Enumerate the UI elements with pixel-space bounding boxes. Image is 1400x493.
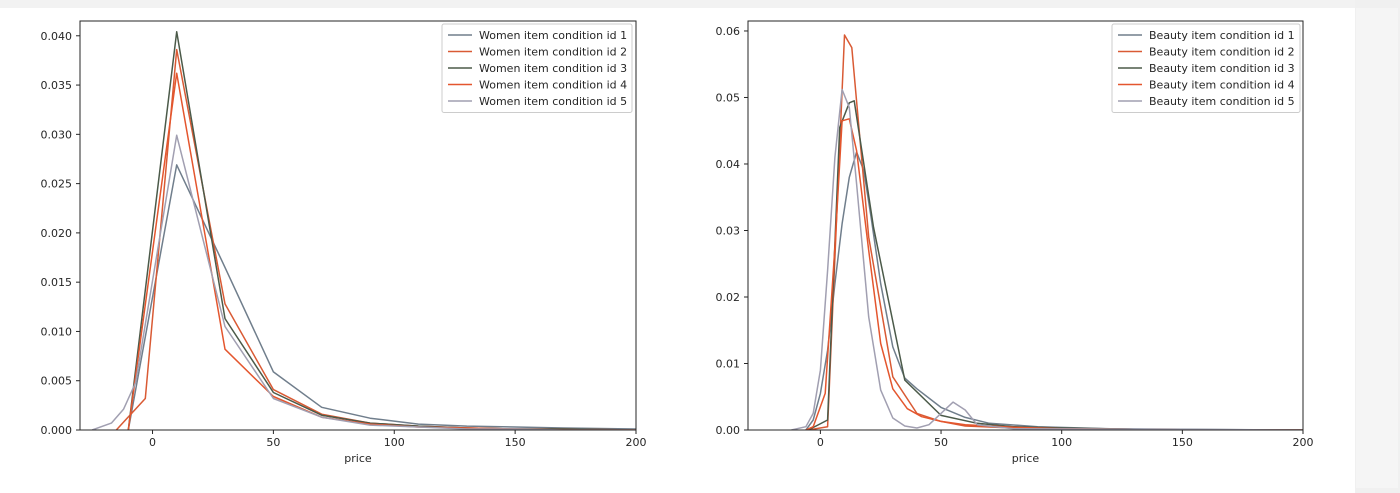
x-tick-label: 100 bbox=[1051, 436, 1072, 449]
women-condition-4-line bbox=[127, 72, 636, 430]
legend-label: Beauty item condition id 4 bbox=[1149, 79, 1295, 92]
x-axis-label: price bbox=[1012, 452, 1040, 465]
women-price-density-chart: 0 50 100 150 200 0.000 0.005 0.010 0.015 0.020 0.0… bbox=[41, 20, 647, 465]
y-tick-label: 0.04 bbox=[716, 158, 741, 171]
y-tick-label: 0.02 bbox=[716, 291, 741, 304]
x-tick-label: 0 bbox=[149, 436, 156, 449]
x-tick-label: 0 bbox=[817, 436, 824, 449]
x-tick-label: 150 bbox=[1172, 436, 1193, 449]
beauty-condition-4-line bbox=[805, 118, 1303, 430]
legend-label: Women item condition id 5 bbox=[479, 95, 627, 108]
y-tick-label: 0.005 bbox=[41, 375, 73, 388]
x-tick-label: 200 bbox=[626, 436, 647, 449]
x-tick-label: 50 bbox=[934, 436, 948, 449]
legend: Women item condition id 1 Women item cond… bbox=[441, 23, 633, 113]
x-axis-label: price bbox=[344, 452, 372, 465]
beauty-price-density-chart: 0 50 100 150 200 0.00 0.01 0.02 0.03 0.04 0.05 0.06… bbox=[716, 20, 1314, 465]
legend-label: Women item condition id 1 bbox=[479, 29, 627, 42]
y-tick-label: 0.03 bbox=[716, 224, 741, 237]
notebook-top-bar bbox=[0, 0, 1355, 8]
x-tick-label: 150 bbox=[505, 436, 526, 449]
x-tick-label: 100 bbox=[384, 436, 405, 449]
axes-frame bbox=[79, 20, 637, 431]
y-tick-label: 0.015 bbox=[41, 276, 73, 289]
women-condition-5-line bbox=[91, 134, 636, 430]
y-tick-label: 0.06 bbox=[716, 25, 741, 38]
y-tick-label: 0.040 bbox=[41, 30, 73, 43]
women-condition-1-line bbox=[127, 164, 636, 430]
legend-label: Women item condition id 3 bbox=[479, 62, 627, 75]
y-tick-label: 0.025 bbox=[41, 178, 73, 191]
legend-label: Beauty item condition id 2 bbox=[1149, 46, 1295, 59]
y-tick-label: 0.05 bbox=[716, 91, 741, 104]
y-tick-label: 0.000 bbox=[41, 424, 73, 437]
legend-label: Beauty item condition id 5 bbox=[1149, 95, 1295, 108]
legend-label: Beauty item condition id 3 bbox=[1149, 62, 1295, 75]
y-tick-label: 0.010 bbox=[41, 325, 73, 338]
y-tick-label: 0.01 bbox=[716, 357, 741, 370]
y-tick-label: 0.020 bbox=[41, 227, 73, 240]
scrollbar-thumb[interactable] bbox=[1356, 8, 1398, 488]
y-tick-label: 0.030 bbox=[41, 128, 73, 141]
beauty-condition-5-line bbox=[791, 88, 1303, 430]
legend-box bbox=[1111, 23, 1301, 113]
legend-box bbox=[441, 23, 633, 113]
beauty-condition-3-line bbox=[807, 100, 1303, 430]
legend-label: Women item condition id 2 bbox=[479, 46, 627, 59]
y-tick-label: 0.00 bbox=[716, 424, 741, 437]
axes-frame bbox=[747, 20, 1304, 431]
x-tick-label: 200 bbox=[1293, 436, 1314, 449]
y-tick-label: 0.035 bbox=[41, 79, 73, 92]
legend-label: Women item condition id 4 bbox=[479, 79, 627, 92]
series-lines bbox=[91, 31, 636, 430]
legend: Beauty item condition id 1 Beauty item co… bbox=[1111, 23, 1301, 113]
x-tick-label: 50 bbox=[266, 436, 280, 449]
chart-figure: 0 50 100 150 2000.0000.0050.0100.0150.0200.0… bbox=[41, 20, 1314, 465]
legend-label: Beauty item condition id 1 bbox=[1149, 29, 1295, 42]
series-lines bbox=[791, 34, 1303, 430]
